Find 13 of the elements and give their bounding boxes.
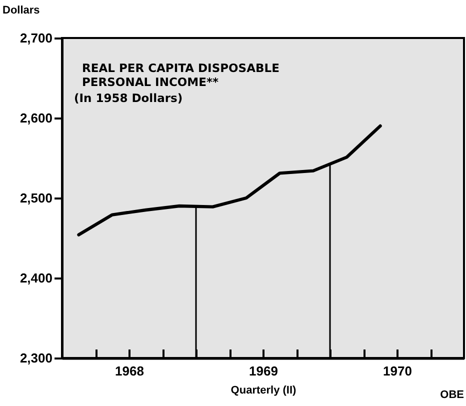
y-axis-title: Dollars: [2, 4, 40, 16]
x-axis-title: Quarterly (II): [230, 384, 297, 396]
x-tick-label: 1970: [383, 364, 412, 378]
text: OBE: [440, 389, 464, 401]
text: REAL PER CAPITA DISPOSABLE PERSONAL INCOME**: [82, 61, 280, 89]
text: (In 1958 Dollars): [74, 91, 183, 105]
x-tick-label: 1969: [249, 364, 278, 378]
y-tick-label: 2,600: [20, 110, 52, 126]
y-tick-label: 2,300: [20, 350, 52, 366]
x-tick-label: 1968: [115, 364, 144, 378]
y-tick-label: 2,400: [20, 270, 52, 286]
y-tick-label: 2,500: [20, 190, 52, 206]
y-tick-label: 2,700: [20, 30, 52, 46]
